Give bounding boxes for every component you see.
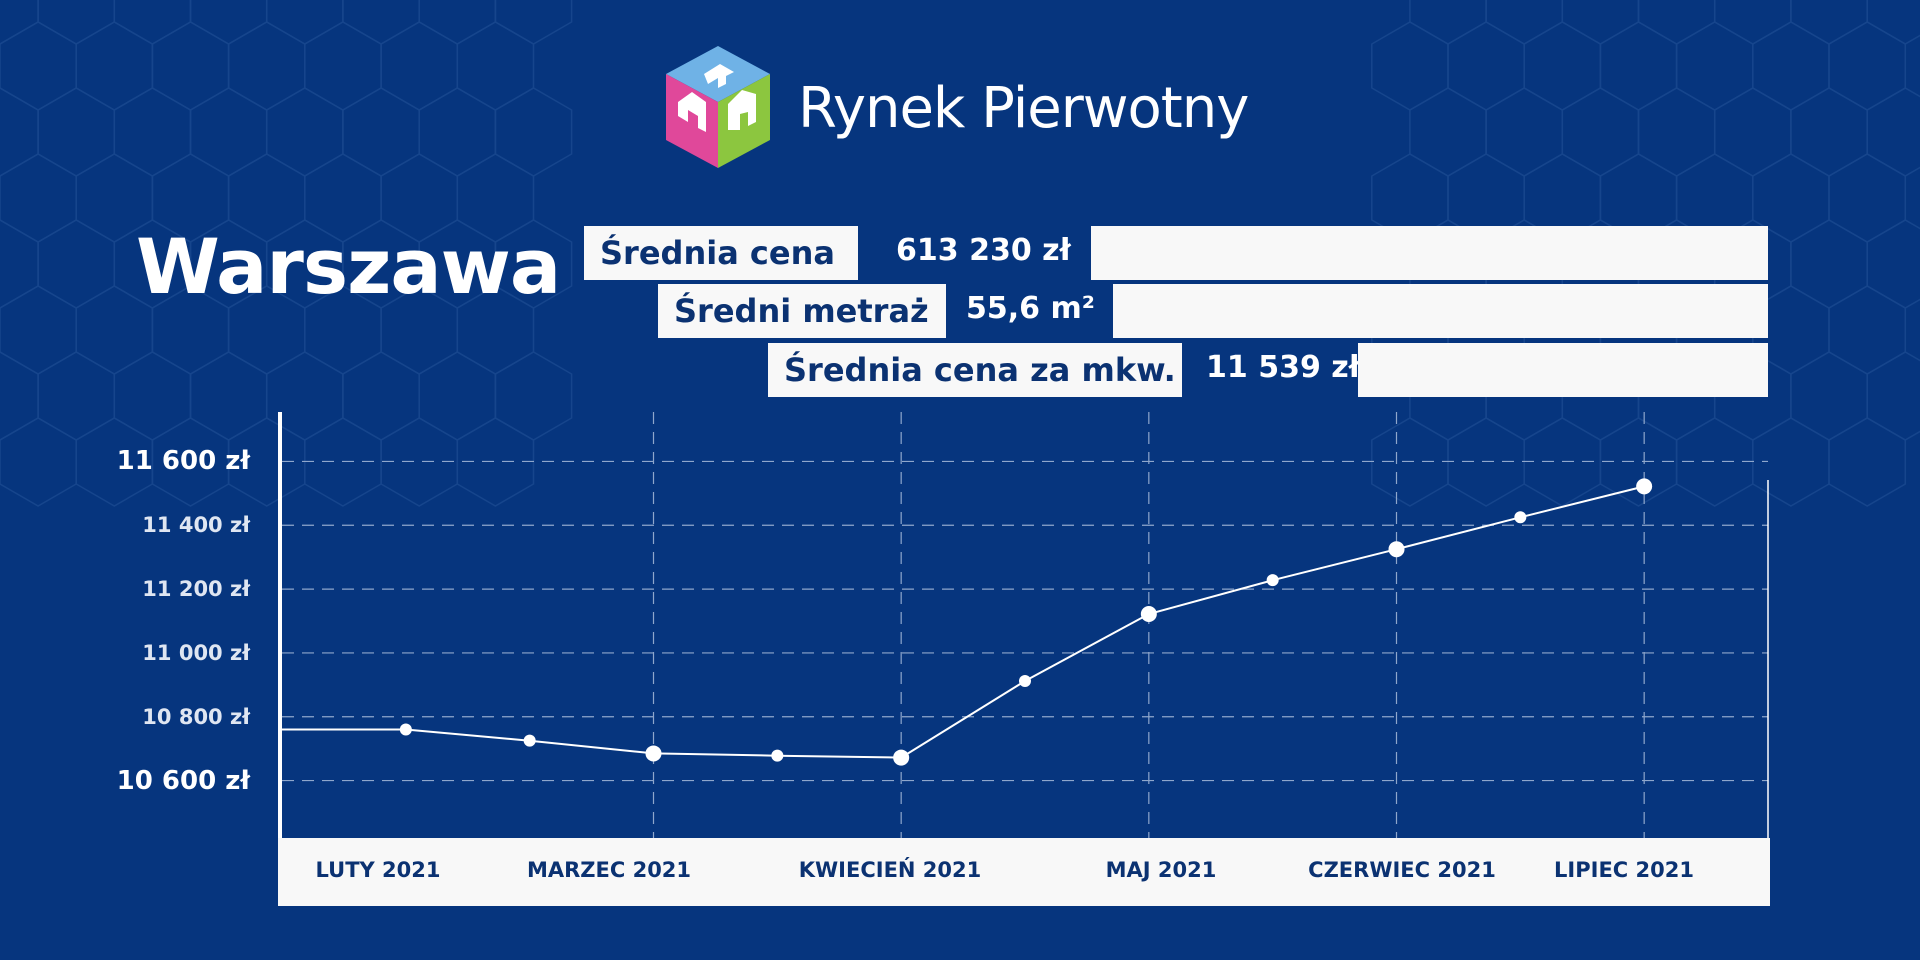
data-point bbox=[1019, 675, 1031, 688]
data-point bbox=[1636, 478, 1653, 495]
brand-logo: Rynek Pierwotny bbox=[662, 44, 1249, 172]
x-tick-label: LIPIEC 2021 bbox=[1554, 858, 1694, 882]
data-point bbox=[645, 745, 662, 762]
hexagon-shape bbox=[456, 417, 535, 507]
data-point bbox=[1388, 541, 1405, 558]
data-point bbox=[1140, 605, 1157, 622]
price-series-line bbox=[282, 485, 1645, 759]
x-tick-label: LUTY 2021 bbox=[315, 858, 441, 882]
y-tick-label: 10 800 zł bbox=[142, 704, 250, 729]
stat-label-price-per-sqm: Średnia cena za mkw. bbox=[768, 343, 1182, 397]
hexagon-shape bbox=[1828, 417, 1907, 507]
data-point bbox=[893, 749, 910, 766]
x-tick-label: CZERWIEC 2021 bbox=[1308, 858, 1496, 882]
stat-value-price-per-sqm: 11 539 zł bbox=[1206, 350, 1360, 385]
data-point bbox=[771, 749, 784, 762]
data-point bbox=[1514, 511, 1527, 524]
x-tick-label: MAJ 2021 bbox=[1105, 858, 1217, 882]
x-axis-panel bbox=[278, 838, 1770, 906]
data-point bbox=[399, 723, 412, 736]
y-tick-label: 11 600 zł bbox=[116, 446, 250, 477]
y-tick-label: 10 600 zł bbox=[116, 765, 250, 796]
brand-name: Rynek Pierwotny bbox=[798, 75, 1249, 141]
stat-value-average-area: 55,6 m² bbox=[966, 291, 1095, 326]
stat-value-average-price: 613 230 zł bbox=[896, 233, 1071, 268]
stat-bar-price-per-sqm bbox=[1358, 343, 1768, 397]
city-title: Warszawa bbox=[136, 222, 561, 311]
stat-label-average-price: Średnia cena bbox=[584, 226, 858, 280]
data-point bbox=[523, 734, 536, 747]
stat-bar-average-price bbox=[1091, 226, 1768, 280]
x-tick-label: KWIECIEŃ 2021 bbox=[798, 858, 982, 882]
stat-bar-average-area bbox=[1113, 284, 1768, 338]
stat-label-average-area: Średni metraż bbox=[658, 284, 946, 338]
house-cube-logo-icon bbox=[666, 46, 770, 168]
y-tick-label: 11 000 zł bbox=[142, 640, 250, 665]
x-tick-label: MARZEC 2021 bbox=[526, 858, 692, 882]
y-tick-label: 11 400 zł bbox=[142, 513, 250, 538]
y-tick-label: 11 200 zł bbox=[142, 577, 250, 602]
data-point bbox=[1266, 574, 1279, 587]
